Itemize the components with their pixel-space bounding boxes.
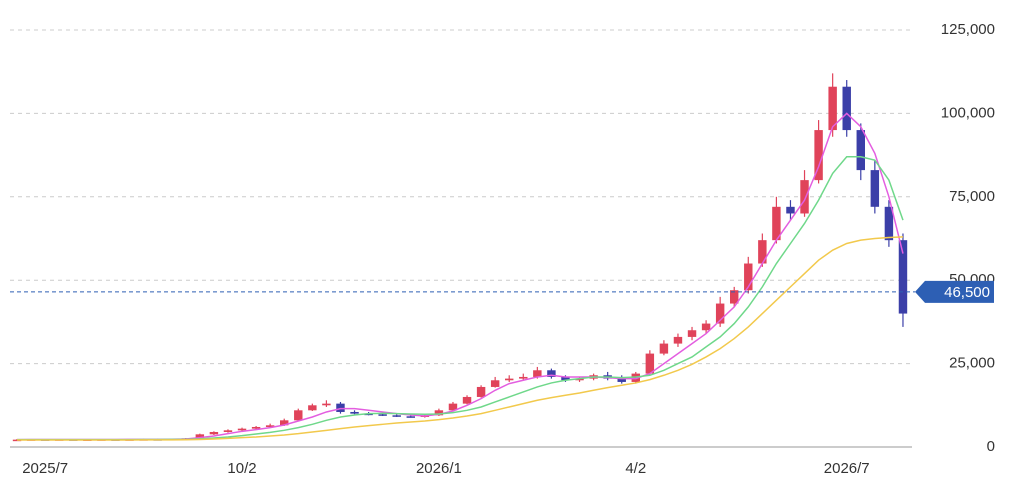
candle-body bbox=[490, 380, 500, 387]
y-tick-label: 125,000 bbox=[941, 21, 995, 38]
candle-body bbox=[715, 303, 725, 324]
candle-body bbox=[308, 405, 317, 411]
candle-body bbox=[322, 403, 331, 406]
candle-body bbox=[673, 336, 683, 344]
candle-body bbox=[786, 206, 795, 214]
moving-average-line bbox=[17, 156, 904, 441]
y-tick-label: 100,000 bbox=[941, 104, 995, 121]
candle-body bbox=[223, 430, 233, 432]
candle-body bbox=[856, 130, 865, 171]
candle-body bbox=[659, 343, 669, 354]
candle-body bbox=[519, 376, 528, 379]
x-tick-label: 2026/1 bbox=[416, 460, 462, 477]
candle-body bbox=[251, 426, 261, 429]
moving-average-line bbox=[17, 236, 904, 441]
x-tick-label: 2025/7 bbox=[22, 460, 68, 477]
candle-body bbox=[350, 411, 359, 414]
candle-body bbox=[434, 410, 444, 416]
candle-body bbox=[462, 396, 472, 404]
y-tick-label: 25,000 bbox=[949, 355, 995, 372]
candle-body bbox=[631, 373, 640, 382]
candle-body bbox=[828, 86, 837, 131]
candle-body bbox=[814, 130, 823, 181]
y-tick-label: 0 bbox=[987, 438, 995, 455]
candle-body bbox=[842, 86, 851, 131]
candle-body bbox=[280, 420, 289, 426]
candle-body bbox=[533, 370, 542, 377]
candle-body bbox=[870, 170, 880, 207]
candle-body bbox=[378, 414, 387, 416]
last-price-label: 46,500 bbox=[944, 284, 990, 301]
candle-body bbox=[336, 403, 345, 412]
candle-body bbox=[744, 263, 753, 291]
y-tick-label: 75,000 bbox=[949, 188, 995, 205]
x-tick-label: 2026/7 bbox=[824, 460, 870, 477]
candle-body bbox=[758, 240, 767, 264]
x-tick-label: 10/2 bbox=[227, 460, 256, 477]
candle-body bbox=[898, 240, 908, 314]
candle-body bbox=[617, 378, 626, 382]
candle-body bbox=[730, 290, 739, 304]
x-tick-label: 4/2 bbox=[625, 460, 646, 477]
candle-body bbox=[800, 180, 809, 214]
candle-body bbox=[575, 378, 584, 381]
candle-body bbox=[476, 386, 486, 397]
candle-body bbox=[195, 434, 205, 439]
moving-average-line bbox=[17, 112, 904, 441]
candle-body bbox=[448, 403, 458, 411]
candle-body bbox=[687, 330, 697, 337]
candle-body bbox=[884, 206, 894, 241]
candle-body bbox=[561, 376, 570, 381]
candle-body bbox=[294, 410, 303, 421]
candle-body bbox=[645, 353, 655, 374]
last-price-tag bbox=[915, 280, 994, 303]
candle-body bbox=[772, 206, 781, 241]
candle-body bbox=[505, 378, 514, 381]
candle-body bbox=[209, 431, 219, 435]
candle-body bbox=[406, 416, 415, 418]
candle-body bbox=[237, 428, 247, 431]
candle-body bbox=[265, 425, 275, 427]
candle-body bbox=[547, 370, 556, 377]
candle-body bbox=[701, 323, 711, 331]
candle-body bbox=[392, 415, 401, 417]
